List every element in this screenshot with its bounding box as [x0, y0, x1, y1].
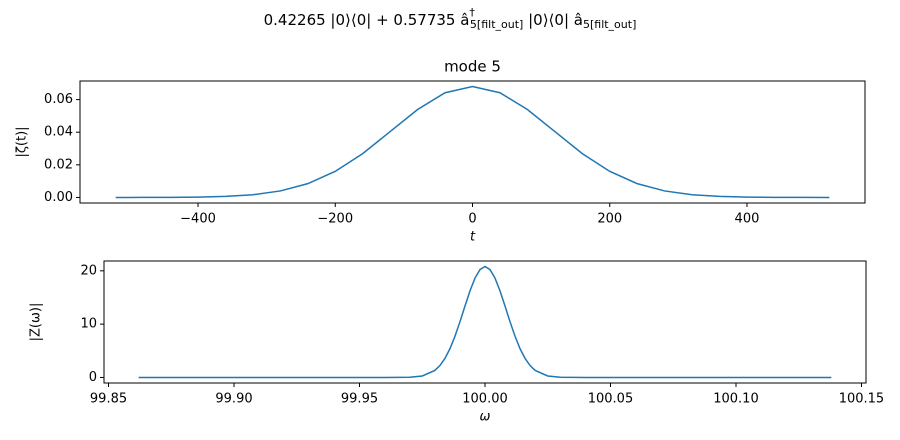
x-tick-label: 100.00	[462, 392, 508, 407]
x-axis-label: ω	[480, 410, 491, 425]
title-part: |0⟩⟨0| â	[523, 11, 583, 29]
axes-frame	[103, 260, 867, 384]
x-tick-label: 99.95	[341, 392, 378, 407]
y-tick-label: 10	[80, 317, 97, 332]
x-tick-label: −200	[317, 212, 353, 227]
x-tick-label: 400	[735, 212, 760, 227]
y-tick-label: 0.04	[44, 125, 73, 140]
data-line	[115, 85, 830, 199]
y-tick-label: 0.06	[44, 92, 73, 107]
y-tick-label: 0.00	[44, 190, 73, 205]
figure-title: 0.42265 |0⟩⟨0| + 0.57735 â† 5[filt_out] |…	[264, 6, 637, 31]
x-tick-label: −400	[180, 212, 216, 227]
x-tick-label: 99.90	[215, 392, 252, 407]
x-tick-label: 99.85	[90, 392, 127, 407]
x-tick-label: 200	[597, 212, 622, 227]
title-sub: 5[filt_out]	[583, 18, 636, 31]
x-tick-label: 0	[468, 212, 476, 227]
data-line	[138, 265, 832, 379]
y-tick-label: 0	[89, 370, 97, 385]
x-axis-label: t	[470, 230, 476, 245]
y-axis-label: |ζ(t)|	[15, 126, 30, 157]
x-tick-label: 100.15	[839, 392, 885, 407]
axes-frame	[79, 80, 866, 204]
title-sup: †	[469, 6, 475, 19]
x-tick-label: 100.10	[713, 392, 759, 407]
title-sub: 5[filt_out]	[470, 18, 523, 31]
y-axis-label: |Z(ω)|	[29, 303, 44, 342]
x-tick-label: 100.05	[588, 392, 634, 407]
y-tick-label: 0.02	[44, 157, 73, 172]
title-part: 0.42265 |0⟩⟨0| + 0.57735 â	[264, 11, 470, 29]
axes-title: mode 5	[444, 58, 501, 76]
y-tick-label: 20	[80, 263, 97, 278]
